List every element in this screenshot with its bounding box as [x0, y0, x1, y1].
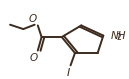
Text: O: O [29, 14, 37, 24]
Text: I: I [67, 68, 70, 78]
Text: NH: NH [110, 31, 126, 41]
Text: O: O [30, 53, 38, 63]
Text: 2: 2 [116, 33, 121, 42]
